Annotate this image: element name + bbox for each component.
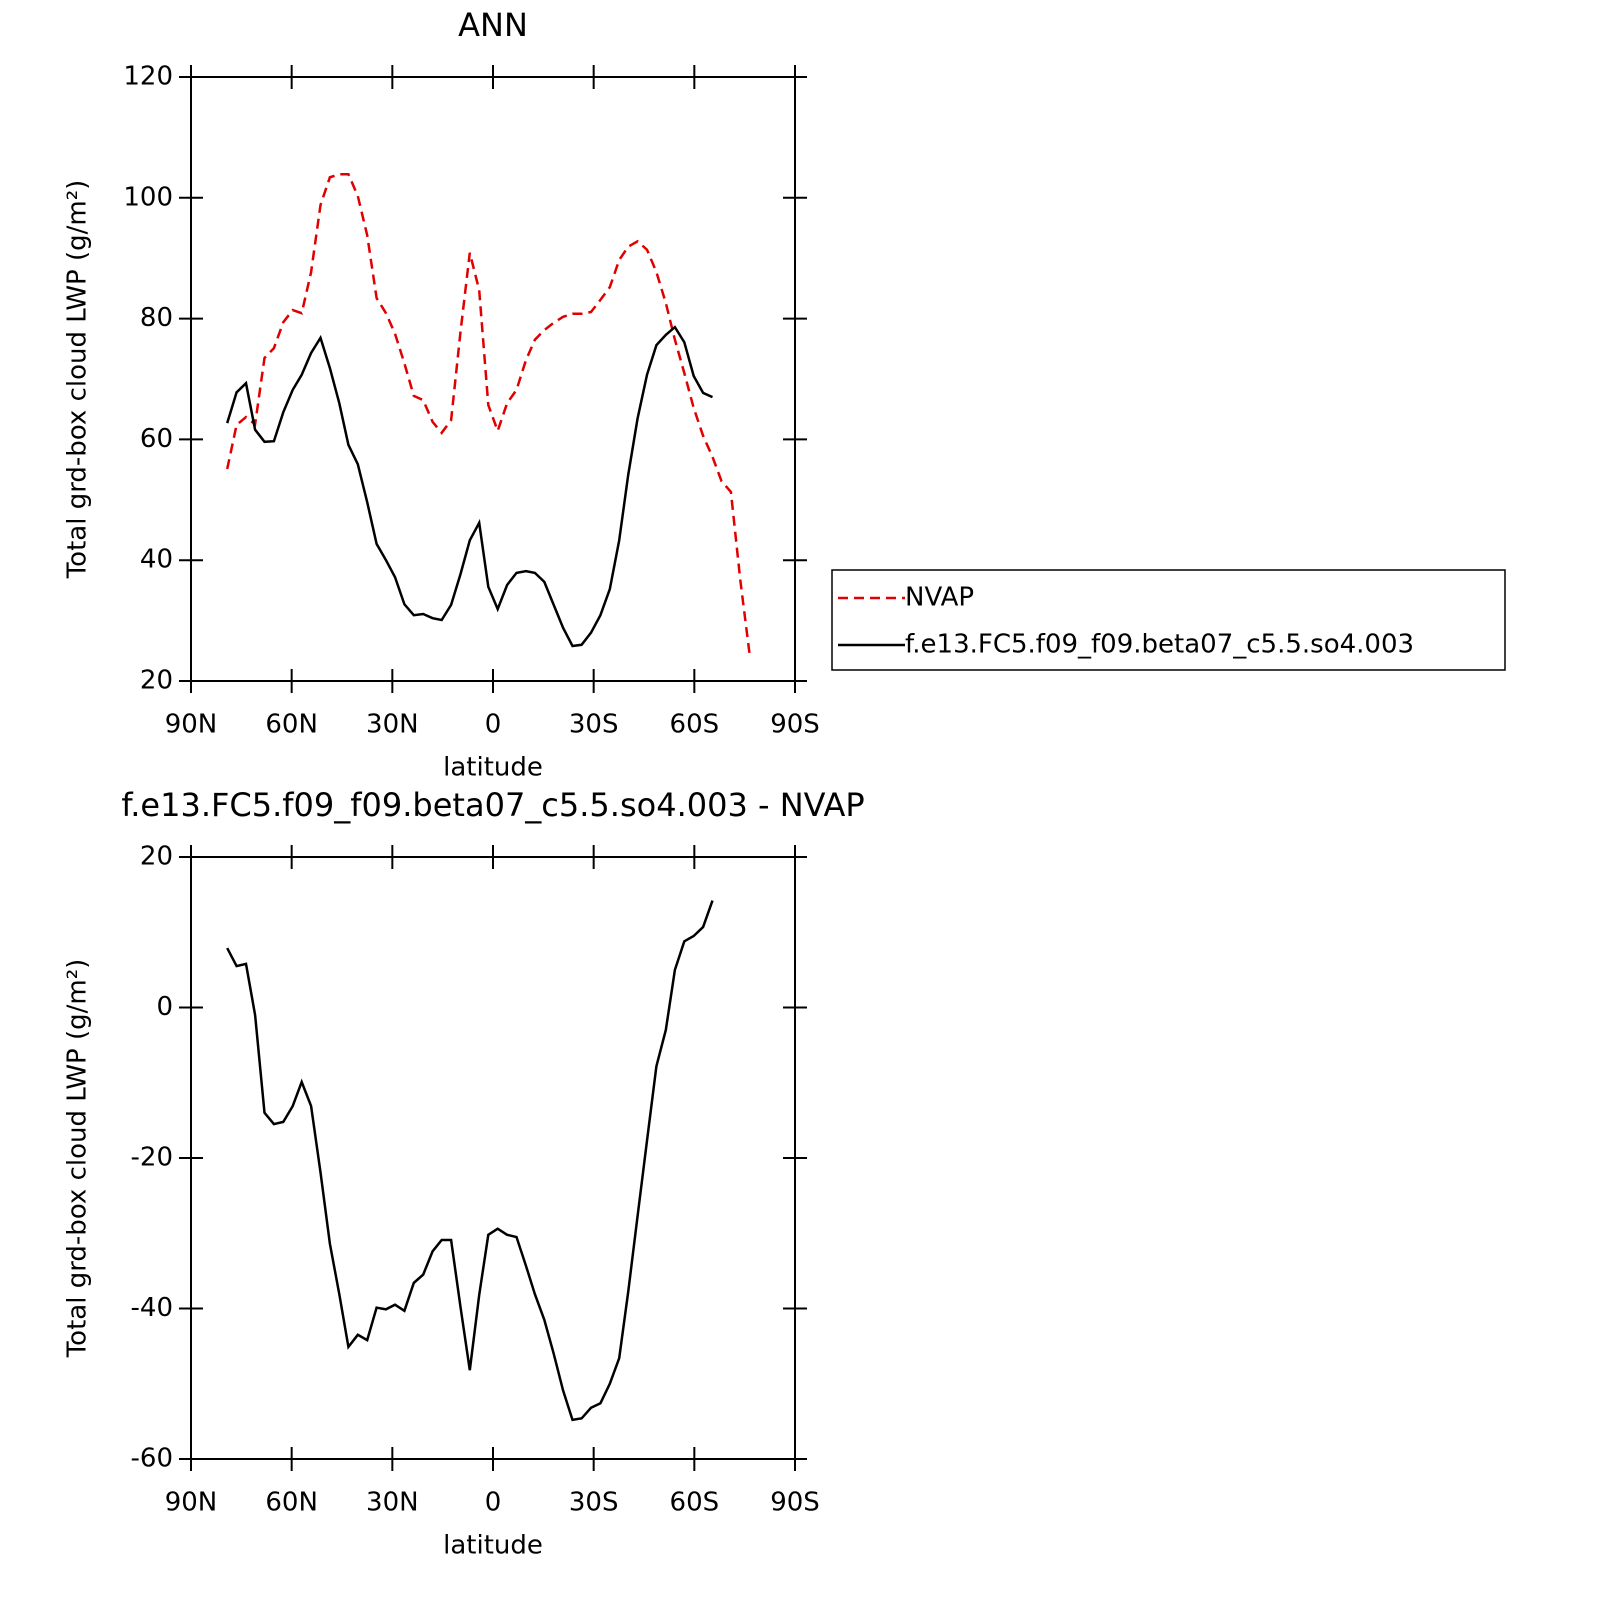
x-axis-label: latitude bbox=[443, 753, 543, 783]
x-tick-label: 60N bbox=[265, 1488, 318, 1518]
y-axis-label: Total grd-box cloud LWP (g/m²) bbox=[63, 959, 93, 1359]
y-tick-label: 120 bbox=[123, 62, 173, 92]
x-tick-label: 90N bbox=[165, 710, 218, 740]
x-tick-label: 90N bbox=[165, 1488, 218, 1518]
x-tick-label: 0 bbox=[485, 710, 502, 740]
legend-label: NVAP bbox=[905, 583, 974, 613]
y-tick-label: 20 bbox=[140, 666, 173, 696]
x-tick-label: 30S bbox=[569, 1488, 619, 1518]
data-line bbox=[226, 325, 714, 648]
x-axis-label: latitude bbox=[443, 1531, 543, 1561]
y-tick-label: 0 bbox=[156, 992, 173, 1022]
y-tick-label: -40 bbox=[131, 1293, 173, 1323]
x-tick-label: 0 bbox=[485, 1488, 502, 1518]
x-tick-label: 60N bbox=[265, 710, 318, 740]
y-tick-label: 100 bbox=[123, 182, 173, 212]
y-tick-label: 20 bbox=[140, 842, 173, 872]
y-tick-label: 60 bbox=[140, 424, 173, 454]
x-tick-label: 90S bbox=[770, 710, 820, 740]
chart-title: ANN bbox=[458, 6, 528, 44]
x-tick-label: 30N bbox=[366, 1488, 419, 1518]
y-tick-label: 40 bbox=[140, 545, 173, 575]
plot-frame bbox=[190, 76, 796, 682]
x-tick-label: 60S bbox=[670, 710, 720, 740]
x-tick-label: 90S bbox=[770, 1488, 820, 1518]
x-tick-label: 30N bbox=[366, 710, 419, 740]
x-tick-label: 30S bbox=[569, 710, 619, 740]
y-axis-label: Total grd-box cloud LWP (g/m²) bbox=[63, 180, 93, 580]
y-tick-label: -20 bbox=[131, 1143, 173, 1173]
legend-box bbox=[831, 569, 1506, 671]
plot-frame bbox=[190, 856, 796, 1460]
y-tick-label: -60 bbox=[131, 1444, 173, 1474]
x-tick-label: 60S bbox=[670, 1488, 720, 1518]
y-tick-label: 80 bbox=[140, 303, 173, 333]
legend-label: f.e13.FC5.f09_f09.beta07_c5.5.so4.003 bbox=[905, 630, 1414, 660]
chart-title: f.e13.FC5.f09_f09.beta07_c5.5.so4.003 - … bbox=[121, 786, 864, 824]
data-line bbox=[226, 900, 714, 1422]
data-line bbox=[225, 172, 751, 656]
